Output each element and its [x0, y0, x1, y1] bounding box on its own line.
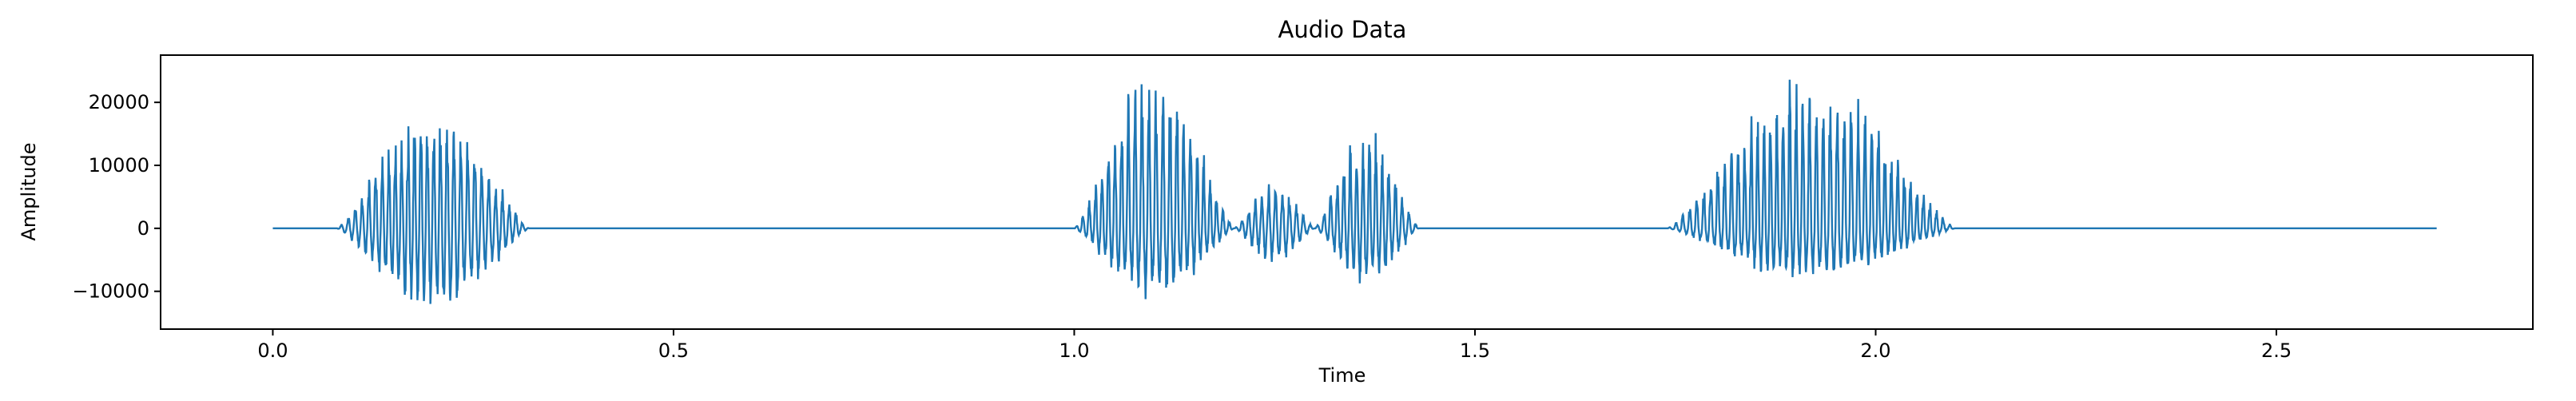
x-tick-label: 0.0 — [257, 339, 288, 362]
y-tick-label: 0 — [137, 217, 149, 240]
y-tick-label: 10000 — [89, 154, 149, 177]
y-tick-label: −10000 — [73, 280, 149, 303]
waveform-layer — [272, 79, 2437, 304]
x-tick-label: 1.0 — [1059, 339, 1089, 362]
plot-frame — [160, 54, 2534, 330]
y-axis-label: Amplitude — [18, 143, 40, 241]
chart-title: Audio Data — [1278, 16, 1407, 43]
y-tick-label: 20000 — [89, 91, 149, 113]
x-tick-label: 1.5 — [1460, 339, 1490, 362]
x-tick-label: 0.5 — [658, 339, 689, 362]
x-tick-label: 2.5 — [2261, 339, 2292, 362]
x-tick-label: 2.0 — [1860, 339, 1890, 362]
x-axis-ticks: 0.0 0.5 1.0 1.5 2.0 2.5 — [257, 329, 2292, 362]
waveform-series-line — [272, 79, 2437, 304]
x-axis-label: Time — [1318, 364, 1366, 387]
y-axis-ticks: −10000 0 10000 20000 — [73, 91, 161, 303]
